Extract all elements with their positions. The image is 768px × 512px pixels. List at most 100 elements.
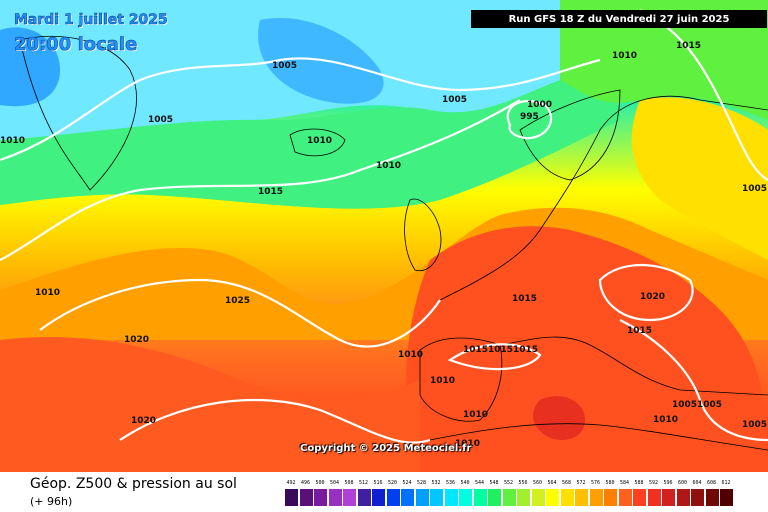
forecast-time: 20:00 locale xyxy=(14,34,138,56)
isobar-line xyxy=(639,9,768,181)
scale-label: 576 xyxy=(590,480,601,486)
scale-swatch xyxy=(690,489,704,506)
isobar-label: 1020 xyxy=(131,416,156,426)
scale-swatch xyxy=(545,489,559,506)
scale-label: 584 xyxy=(619,480,630,486)
ridge-core xyxy=(406,226,768,472)
isobar-label: 1005 xyxy=(742,420,767,430)
isobar-label: 1005 xyxy=(742,184,767,194)
scale-label: 556 xyxy=(518,480,528,486)
isobar-label: 1010 xyxy=(376,161,401,171)
scale-label: 504 xyxy=(329,480,340,486)
scale-swatch xyxy=(530,489,545,506)
scale-swatch xyxy=(458,489,472,506)
forecast-date: Mardi 1 juillet 2025 xyxy=(14,12,168,29)
iceland-coast xyxy=(289,128,346,157)
isobar-label: 1025 xyxy=(225,296,250,306)
isobar-label: 1015 xyxy=(258,187,283,197)
isobar-line xyxy=(0,99,521,261)
isobar-line xyxy=(447,343,542,371)
greenland-coast xyxy=(19,35,137,191)
scale-label: 580 xyxy=(605,480,615,486)
scale-swatch xyxy=(342,489,356,506)
scale-label: 496 xyxy=(300,480,311,486)
scale-label: 560 xyxy=(532,480,543,486)
scale-swatch xyxy=(559,489,574,506)
isobar-label: 1005 xyxy=(442,95,467,105)
scale-label: 508 xyxy=(344,480,354,486)
scale-swatch xyxy=(429,489,443,506)
scale-label: 516 xyxy=(373,480,383,486)
weather-map: 1005 1005 1005 1000 995 1010 1010 1010 1… xyxy=(0,0,768,472)
scale-swatch xyxy=(646,489,661,506)
scale-swatch xyxy=(298,489,313,506)
scandinavia-coast xyxy=(519,89,621,181)
iberia-coast xyxy=(419,337,503,422)
isobar-label: 1010 xyxy=(612,51,637,61)
isobar-label: 1015 xyxy=(627,326,652,336)
scale-label: 536 xyxy=(445,480,456,486)
scale-swatch xyxy=(327,489,342,506)
scale-swatch xyxy=(414,489,429,506)
isobar-label: 1005 xyxy=(272,61,297,71)
scale-label: 600 xyxy=(677,480,688,486)
coastlines xyxy=(19,35,768,451)
scale-swatch xyxy=(472,489,487,506)
scale-label: 540 xyxy=(460,480,470,486)
low-core-greenland xyxy=(0,27,60,107)
isobar-line xyxy=(39,278,441,348)
isobars xyxy=(0,9,768,444)
scale-label: 608 xyxy=(706,480,717,486)
footer-title: Géop. Z500 & pression au sol xyxy=(30,476,237,492)
scale-swatch xyxy=(661,489,675,506)
scale-label: 588 xyxy=(634,480,644,486)
scale-swatch xyxy=(313,489,327,506)
isobar-label: 1010 xyxy=(430,376,455,386)
green-band xyxy=(0,60,620,209)
scale-swatch xyxy=(501,489,516,506)
scale-label: 544 xyxy=(474,480,485,486)
scale-swatch xyxy=(487,489,501,506)
british-isles-coast xyxy=(404,198,442,272)
isobar-label: 1015 xyxy=(488,345,513,355)
scale-swatch xyxy=(356,489,371,506)
isobar-line xyxy=(119,398,431,444)
scale-label: 568 xyxy=(561,480,572,486)
isobar-label: 1015 xyxy=(512,294,537,304)
isobar-label: 1010 xyxy=(455,439,480,449)
isobar-line xyxy=(506,100,553,140)
scale-label: 552 xyxy=(503,480,514,486)
scale-label: 500 xyxy=(315,480,325,486)
scale-swatch xyxy=(400,489,414,506)
scale-swatch xyxy=(443,489,458,506)
scale-label: 604 xyxy=(692,480,702,486)
scale-label: 532 xyxy=(431,480,441,486)
scale-label: 492 xyxy=(286,480,296,486)
scale-swatch xyxy=(588,489,603,506)
isobar-label: 995 xyxy=(520,112,539,122)
scale-swatch xyxy=(371,489,385,506)
north-africa-coast xyxy=(429,423,768,451)
scale-swatch xyxy=(617,489,632,506)
scale-label: 512 xyxy=(358,480,369,486)
scale-swatch xyxy=(385,489,400,506)
isobar-label: 1015 xyxy=(463,345,488,355)
isobar-label: 1010 xyxy=(463,410,488,420)
scale-swatch xyxy=(603,489,617,506)
scale-label: 592 xyxy=(648,480,659,486)
scale-label: 520 xyxy=(387,480,398,486)
isobar-label: 1015 xyxy=(676,41,701,51)
scale-swatch xyxy=(675,489,690,506)
scale-label: 596 xyxy=(663,480,673,486)
scale-label: 572 xyxy=(576,480,586,486)
footer-subtitle: (+ 96h) xyxy=(30,495,73,508)
mediterranean-coast xyxy=(499,336,768,396)
scale-label: 524 xyxy=(402,480,412,486)
scale-swatch xyxy=(719,489,733,506)
isobar-label: 1020 xyxy=(640,292,665,302)
isobar-label: 1000 xyxy=(527,100,552,110)
run-banner: Run GFS 18 Z du Vendredi 27 juin 2025 xyxy=(471,10,767,28)
isobar-label: 1010 xyxy=(0,136,25,146)
scale-label: 548 xyxy=(489,480,499,486)
scale-swatch xyxy=(516,489,530,506)
